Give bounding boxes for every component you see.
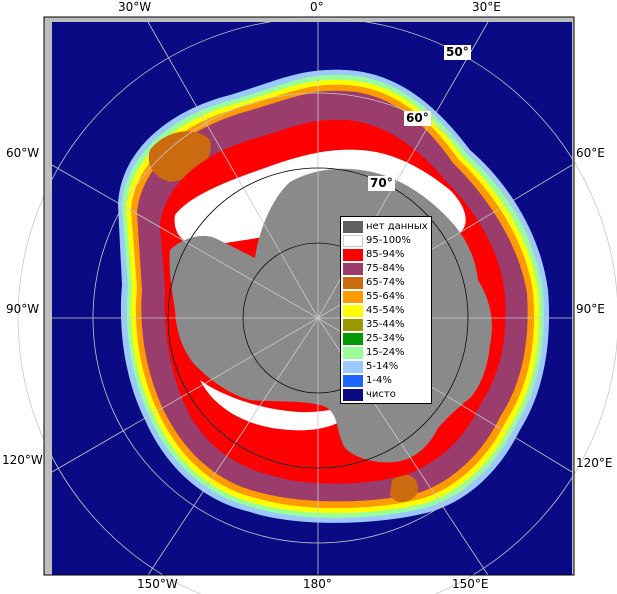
legend-item: 25-34% — [343, 332, 405, 345]
lon-label-bottom-150w: 150°W — [137, 577, 178, 591]
lon-label-left-60w: 60°W — [6, 146, 40, 160]
legend-label: 35-44% — [366, 318, 405, 330]
lon-label-left-120w: 120°W — [2, 453, 43, 467]
lon-label-top-30e: 30°E — [472, 0, 501, 14]
concentration-legend: нет данных 95-100% 85-94% 75-84% 65-74% 55-64… — [340, 216, 432, 404]
legend-swatch — [343, 290, 363, 303]
lon-label-top-0: 0° — [310, 0, 324, 14]
legend-swatch — [343, 318, 363, 331]
legend-item: 55-64% — [343, 290, 405, 303]
legend-swatch — [343, 248, 363, 261]
legend-item: 35-44% — [343, 318, 405, 331]
legend-item: 85-94% — [343, 248, 405, 261]
lon-label-bottom-150e: 150°E — [452, 577, 489, 591]
legend-label: 55-64% — [366, 290, 405, 302]
lon-label-right-90e: 90°E — [576, 302, 605, 316]
lon-label-bottom-180: 180° — [303, 577, 332, 591]
legend-label: 25-34% — [366, 332, 405, 344]
legend-swatch — [343, 276, 363, 289]
legend-item: 15-24% — [343, 346, 405, 359]
legend-item: 1-4% — [343, 374, 392, 387]
ice-white-lower — [200, 380, 360, 431]
legend-label: 65-74% — [366, 276, 405, 288]
legend-swatch — [343, 304, 363, 317]
lon-label-right-60e: 60°E — [576, 146, 605, 160]
map-border — [43, 16, 575, 576]
legend-label: чисто — [366, 388, 396, 400]
legend-label: 15-24% — [366, 346, 405, 358]
legend-item: 95-100% — [343, 234, 411, 247]
legend-swatch — [343, 360, 363, 373]
legend-swatch — [343, 262, 363, 275]
legend-item: чисто — [343, 388, 396, 401]
ice-brown-patch-2 — [390, 474, 419, 503]
lat-label-70: 70° — [368, 176, 395, 191]
legend-label: 5-14% — [366, 360, 399, 372]
legend-swatch — [343, 374, 363, 387]
legend-item: 75-84% — [343, 262, 405, 275]
legend-item: 45-54% — [343, 304, 405, 317]
legend-swatch — [343, 220, 363, 233]
legend-item: 65-74% — [343, 276, 405, 289]
lon-label-top-30w: 30°W — [118, 0, 152, 14]
legend-swatch — [343, 332, 363, 345]
legend-item: 5-14% — [343, 360, 398, 373]
legend-swatch — [343, 346, 363, 359]
legend-label: 95-100% — [366, 234, 411, 246]
legend-item: нет данных — [343, 220, 428, 233]
legend-label: 1-4% — [366, 374, 392, 386]
legend-label: нет данных — [366, 220, 428, 232]
legend-label: 45-54% — [366, 304, 405, 316]
legend-label: 85-94% — [366, 248, 405, 260]
legend-label: 75-84% — [366, 262, 405, 274]
lon-label-left-90w: 90°W — [6, 302, 40, 316]
legend-swatch — [343, 388, 363, 401]
lat-label-60: 60° — [404, 111, 431, 126]
lon-label-right-120e: 120°E — [576, 456, 613, 470]
lat-label-50: 50° — [444, 45, 471, 60]
legend-swatch — [343, 234, 363, 247]
